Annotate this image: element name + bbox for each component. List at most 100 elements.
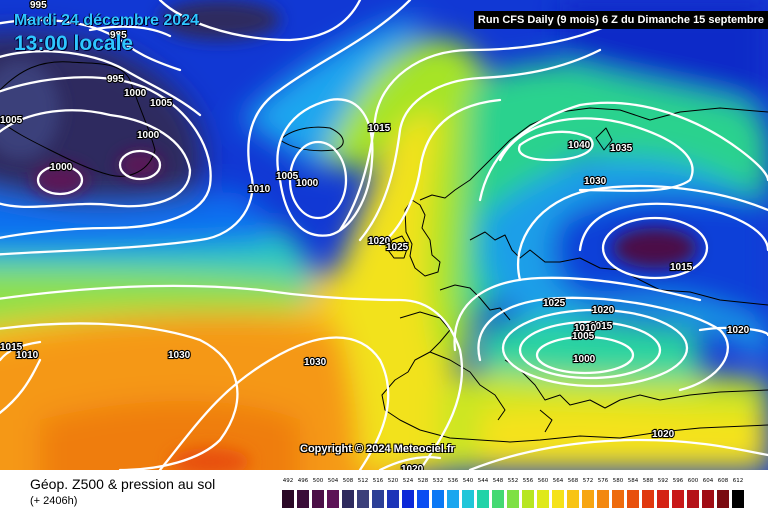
legend-swatch bbox=[342, 490, 354, 508]
isobar-label: 1015 bbox=[590, 321, 613, 332]
isobar-label: 1015 bbox=[0, 342, 23, 353]
forecast-date: Mardi 24 décembre 2024 bbox=[14, 12, 199, 29]
legend-value: 592 bbox=[657, 478, 669, 484]
legend-swatch bbox=[552, 490, 564, 508]
legend-swatch bbox=[447, 490, 459, 508]
map-svg: 995 985 995 1000 1005 1005 1000 1000 101… bbox=[0, 0, 768, 470]
legend-value: 576 bbox=[597, 478, 609, 484]
isobar-label: 1005 bbox=[0, 115, 23, 126]
legend-value: 600 bbox=[687, 478, 699, 484]
weather-map: 995 985 995 1000 1005 1005 1000 1000 101… bbox=[0, 0, 768, 470]
isobar-label: 1010 bbox=[16, 350, 39, 361]
legend-swatch bbox=[432, 490, 444, 508]
legend-swatch bbox=[642, 490, 654, 508]
isobar-label: 1035 bbox=[610, 143, 633, 154]
legend-swatch bbox=[597, 490, 609, 508]
legend-value: 528 bbox=[417, 478, 429, 484]
isobar-label: 1020 bbox=[401, 464, 424, 470]
legend-value: 560 bbox=[537, 478, 549, 484]
isobars bbox=[0, 0, 768, 470]
isobar-label: 1005 bbox=[572, 331, 595, 342]
legend-swatch bbox=[672, 490, 684, 508]
isobar-label: 995 bbox=[30, 0, 47, 11]
legend-value: 544 bbox=[477, 478, 489, 484]
legend-swatch bbox=[282, 490, 294, 508]
legend-swatch bbox=[537, 490, 549, 508]
isobar-label: 1010 bbox=[574, 323, 597, 334]
isobar-label: 985 bbox=[110, 30, 127, 41]
legend-swatch bbox=[522, 490, 534, 508]
legend-value: 496 bbox=[297, 478, 309, 484]
legend-value: 540 bbox=[462, 478, 474, 484]
isobar-label: 1020 bbox=[652, 429, 675, 440]
isobar-label: 1000 bbox=[137, 130, 160, 141]
legend-swatch bbox=[657, 490, 669, 508]
isobar-label: 1000 bbox=[573, 354, 596, 365]
legend-value: 584 bbox=[627, 478, 639, 484]
legend-swatch bbox=[477, 490, 489, 508]
legend-value: 552 bbox=[507, 478, 519, 484]
legend-swatch bbox=[327, 490, 339, 508]
isobar-label: 1000 bbox=[296, 178, 319, 189]
isobar-label: 1020 bbox=[592, 305, 615, 316]
legend-swatch bbox=[297, 490, 309, 508]
legend-value: 596 bbox=[672, 478, 684, 484]
isobar-label: 1030 bbox=[304, 357, 327, 368]
isobar-label: 1000 bbox=[50, 162, 73, 173]
isobar-label: 1030 bbox=[168, 350, 191, 361]
legend-value: 492 bbox=[282, 478, 294, 484]
isobar-label: 1020 bbox=[368, 236, 391, 247]
forecast-offset: (+ 2406h) bbox=[30, 495, 78, 507]
isobar-label: 1040 bbox=[568, 140, 591, 151]
legend-swatch bbox=[312, 490, 324, 508]
isobar-label: 1005 bbox=[276, 171, 299, 182]
legend-swatch bbox=[462, 490, 474, 508]
legend-value: 572 bbox=[582, 478, 594, 484]
legend-value: 556 bbox=[522, 478, 534, 484]
legend-value: 548 bbox=[492, 478, 504, 484]
isobar-label: 1015 bbox=[670, 262, 693, 273]
isobar-labels: 995 985 995 1000 1005 1005 1000 1000 101… bbox=[0, 0, 751, 470]
model-run-label: Run CFS Daily (9 mois) 6 Z du Dimanche 1… bbox=[473, 11, 768, 29]
isobar-label: 1000 bbox=[124, 88, 147, 99]
legend-value: 532 bbox=[432, 478, 444, 484]
isobar-label: 1030 bbox=[584, 176, 607, 187]
copyright-notice: Copyright © 2024 Meteociel.fr bbox=[300, 443, 455, 455]
legend-swatch bbox=[687, 490, 699, 508]
legend-value: 524 bbox=[402, 478, 414, 484]
isobar-label: 1025 bbox=[543, 298, 566, 309]
legend-swatch bbox=[702, 490, 714, 508]
geopotential-field bbox=[0, 0, 768, 470]
legend-value: 536 bbox=[447, 478, 459, 484]
forecast-time: 13:00 locale bbox=[14, 32, 134, 55]
coastlines bbox=[0, 61, 768, 443]
isobar-label: 1015 bbox=[368, 123, 391, 134]
legend-swatch bbox=[492, 490, 504, 508]
legend-swatch bbox=[612, 490, 624, 508]
legend-value: 588 bbox=[642, 478, 654, 484]
legend-value: 580 bbox=[612, 478, 624, 484]
legend-value: 604 bbox=[702, 478, 714, 484]
legend-value: 504 bbox=[327, 478, 339, 484]
legend-swatch bbox=[627, 490, 639, 508]
legend-value: 512 bbox=[357, 478, 369, 484]
legend-swatch bbox=[567, 490, 579, 508]
isobar-label: 1005 bbox=[150, 98, 173, 109]
legend-swatch bbox=[372, 490, 384, 508]
isobar-label: 1020 bbox=[727, 325, 750, 336]
color-legend: 492 496 500 504 508 512 516 520 524 528 532 536 540 5… bbox=[282, 478, 750, 510]
legend-swatch bbox=[582, 490, 594, 508]
legend-value: 520 bbox=[387, 478, 399, 484]
legend-value: 564 bbox=[552, 478, 564, 484]
isobar-label: 995 bbox=[107, 74, 124, 85]
legend-swatch bbox=[387, 490, 399, 508]
legend-value: 612 bbox=[732, 478, 744, 484]
legend-swatch bbox=[717, 490, 729, 508]
legend-value: 516 bbox=[372, 478, 384, 484]
legend-swatch bbox=[732, 490, 744, 508]
legend-value: 568 bbox=[567, 478, 579, 484]
legend-value: 608 bbox=[717, 478, 729, 484]
legend-value: 508 bbox=[342, 478, 354, 484]
footer-bar: Géop. Z500 & pression au sol (+ 2406h) 4… bbox=[0, 470, 768, 512]
isobar-label: 1025 bbox=[386, 242, 409, 253]
